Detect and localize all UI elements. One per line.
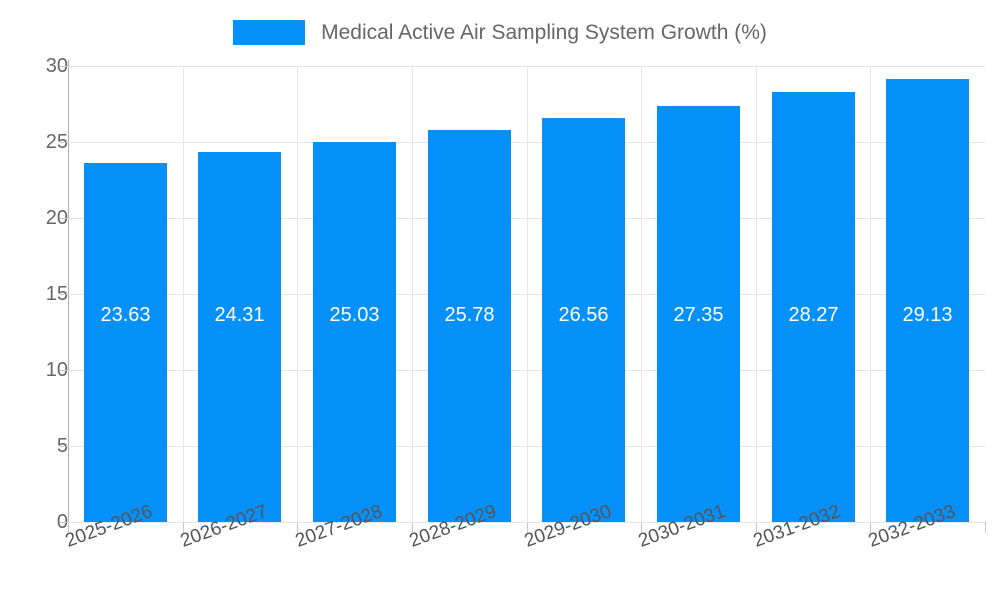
bar-value-label: 28.27 — [788, 304, 839, 326]
x-gridline — [412, 66, 413, 522]
bar-value-label: 29.13 — [902, 304, 953, 326]
x-tick-mark — [756, 523, 757, 533]
y-tick-mark — [60, 218, 68, 219]
chart-legend: Medical Active Air Sampling System Growt… — [0, 14, 1000, 50]
x-tick-mark — [985, 523, 986, 533]
y-tick-mark — [60, 66, 68, 67]
bar-value-label: 25.03 — [329, 304, 380, 326]
x-gridline — [870, 66, 871, 522]
y-axis: 0 5 10 15 20 25 30 — [0, 0, 68, 600]
x-tick-mark — [297, 523, 298, 533]
y-tick-label: 25 — [45, 131, 68, 153]
bar[interactable] — [313, 142, 396, 522]
x-gridline — [183, 66, 184, 522]
y-gridline — [68, 218, 985, 219]
x-gridline — [756, 66, 757, 522]
y-gridline — [68, 370, 985, 371]
x-tick-mark — [527, 523, 528, 533]
y-gridline — [68, 522, 985, 523]
y-tick-mark — [60, 370, 68, 371]
bar[interactable] — [886, 79, 969, 522]
y-tick-label: 30 — [45, 55, 68, 77]
y-tick-label: 20 — [45, 207, 68, 229]
plot-area: 23.63 24.31 25.03 25.78 26.56 27.35 28.27 29.13 — [68, 66, 985, 523]
bar[interactable] — [772, 92, 855, 522]
bar[interactable] — [198, 152, 281, 522]
y-tick-label: 15 — [45, 283, 68, 305]
y-gridline — [68, 142, 985, 143]
x-tick-mark — [870, 523, 871, 533]
bar-value-label: 27.35 — [673, 304, 724, 326]
x-gridline — [527, 66, 528, 522]
bar-value-label: 23.63 — [100, 304, 151, 326]
x-tick-mark — [641, 523, 642, 533]
y-tick-mark — [60, 294, 68, 295]
y-gridline — [68, 294, 985, 295]
x-tick-mark — [412, 523, 413, 533]
bar[interactable] — [84, 163, 167, 522]
legend-label: Medical Active Air Sampling System Growt… — [321, 20, 767, 44]
y-tick-mark — [60, 446, 68, 447]
bar[interactable] — [657, 106, 740, 522]
legend-color-swatch — [233, 19, 306, 45]
bar-value-label: 26.56 — [558, 304, 609, 326]
bar[interactable] — [428, 130, 511, 522]
bar-value-label: 24.31 — [214, 304, 265, 326]
x-gridline — [641, 66, 642, 522]
y-tick-mark — [60, 522, 68, 523]
bar-value-label: 25.78 — [444, 304, 495, 326]
y-tick-mark — [60, 142, 68, 143]
y-gridline — [68, 66, 985, 67]
x-tick-mark — [68, 523, 69, 533]
bar[interactable] — [542, 118, 625, 522]
y-gridline — [68, 446, 985, 447]
y-axis-line — [68, 60, 69, 523]
x-gridline — [297, 66, 298, 522]
y-tick-label: 10 — [45, 359, 68, 381]
x-tick-mark — [183, 523, 184, 533]
